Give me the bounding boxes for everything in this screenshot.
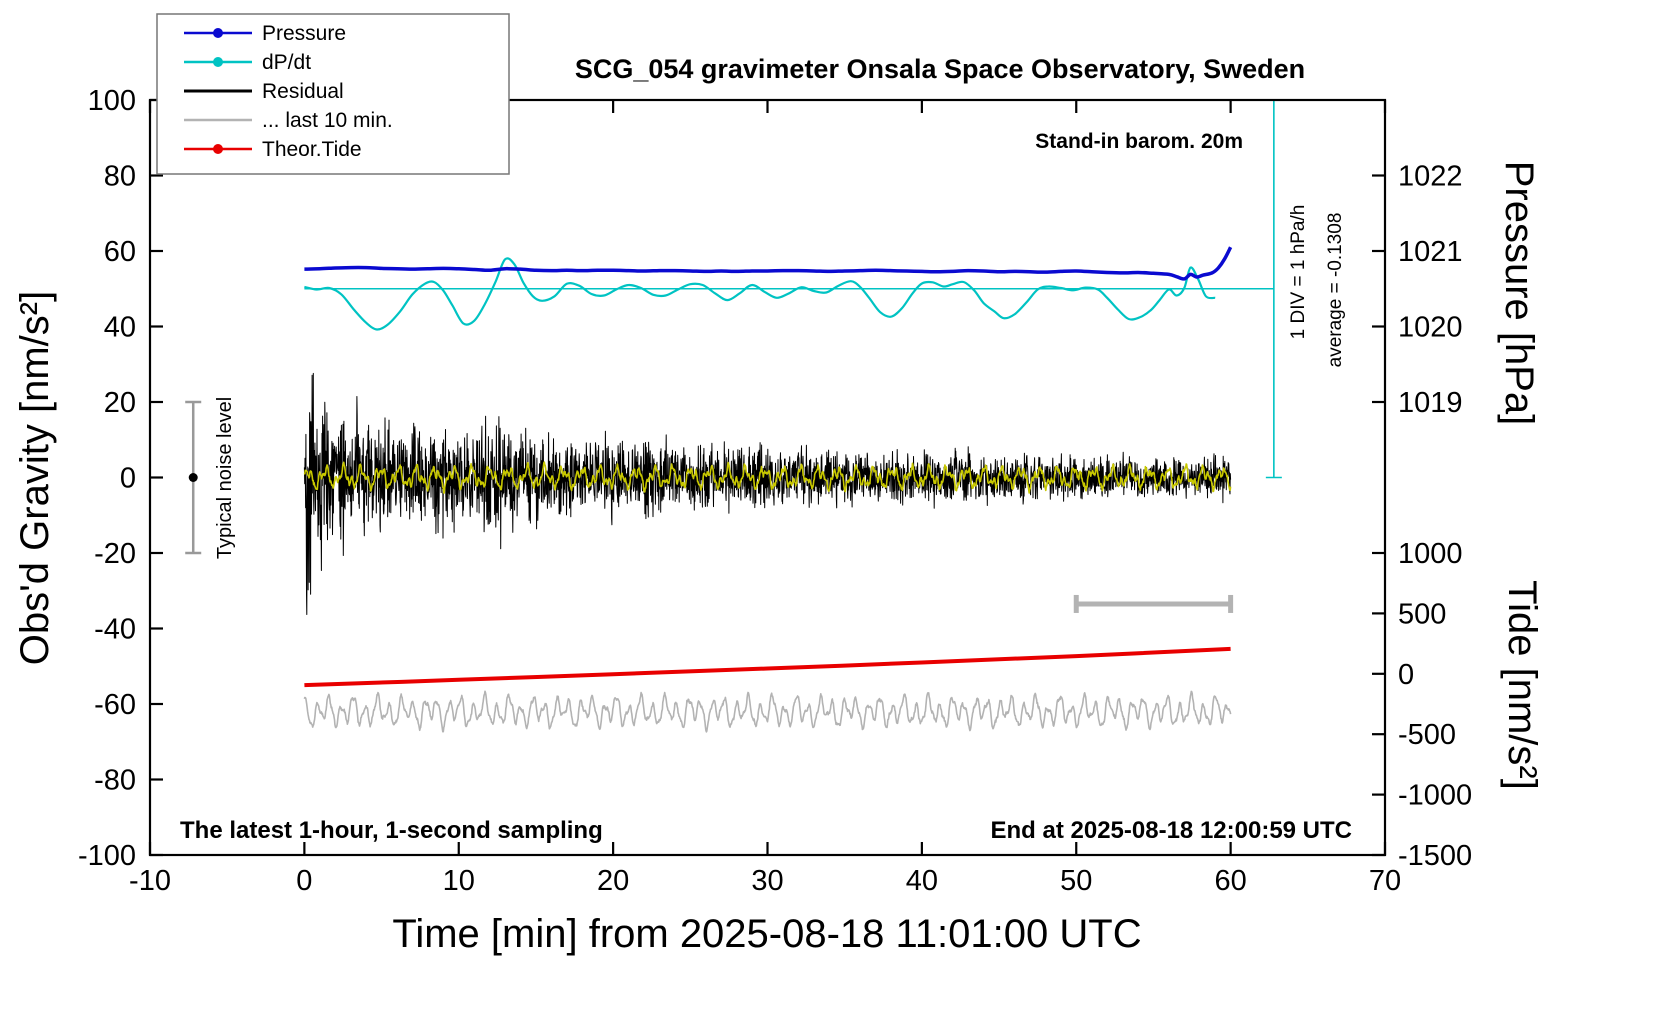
x-tick-label: 70 (1369, 865, 1401, 897)
pressure-tick-label: 1020 (1398, 312, 1463, 344)
series-residual (303, 372, 1232, 615)
pressure-tick-label: 1019 (1398, 387, 1463, 419)
x-tick-label: 60 (1214, 865, 1246, 897)
y-tick-label: -20 (94, 538, 136, 570)
series-layer (303, 246, 1233, 733)
average-annotation: average = -0.1308 (1325, 213, 1346, 368)
y-axis-label-tide: Tide [nm/s²] (1500, 580, 1544, 790)
legend-label-1: dP/dt (262, 51, 311, 74)
legend-label-2: Residual (262, 80, 344, 103)
tide-tick-label: -1500 (1398, 840, 1472, 872)
legend-label-4: Theor.Tide (262, 138, 362, 161)
tide-tick-label: -1000 (1398, 780, 1472, 812)
x-tick-label: -10 (129, 865, 171, 897)
series-residual_last_10_min (303, 690, 1232, 733)
x-tick-label: 0 (296, 865, 312, 897)
legend-label-0: Pressure (262, 22, 346, 45)
end-time-annotation: End at 2025-08-18 12:00:59 UTC (991, 817, 1353, 844)
pressure-tick-label: 1022 (1398, 161, 1463, 193)
series-theor_tide (304, 646, 1231, 688)
x-tick-label: 40 (906, 865, 938, 897)
y-tick-label: -80 (94, 765, 136, 797)
noise-level-dot (188, 473, 198, 482)
y-tick-label: -40 (94, 614, 136, 646)
legend-marker-0 (213, 28, 223, 38)
noise-level-label: Typical noise level (214, 397, 236, 559)
y-tick-label: 100 (88, 85, 136, 117)
legend-marker-4 (213, 144, 223, 154)
x-tick-label: 30 (751, 865, 783, 897)
chart-title: SCG_054 gravimeter Onsala Space Observat… (575, 54, 1305, 84)
x-axis-label: Time [min] from 2025-08-18 11:01:00 UTC (392, 912, 1141, 956)
axes-layer: -10 0 10 20 30 40 50 60 70-100-80-60-40-20020406… (78, 85, 1472, 897)
y-tick-label: 20 (104, 387, 136, 419)
y-tick-label: 80 (104, 161, 136, 193)
y-tick-label: 60 (104, 236, 136, 268)
tide-tick-label: 0 (1398, 659, 1414, 691)
pressure-tick-label: 1021 (1398, 236, 1463, 268)
barometer-annotation: Stand-in barom. 20m (1035, 130, 1243, 153)
y-axis-label-pressure: Pressure [hPa] (1497, 161, 1541, 426)
sampling-annotation: The latest 1-hour, 1-second sampling (180, 817, 603, 844)
x-tick-label: 10 (443, 865, 475, 897)
tide-tick-label: 500 (1398, 598, 1446, 630)
y-tick-label: 0 (120, 463, 136, 495)
series-residual_filtered (303, 461, 1232, 494)
series-dpdt (304, 257, 1216, 331)
legend-label-3: ... last 10 min. (262, 109, 393, 132)
y-axis-label-gravity: Obs'd Gravity [nm/s²] (13, 291, 57, 665)
y-tick-label: -100 (78, 840, 136, 872)
legend-marker-1 (213, 57, 223, 67)
x-tick-label: 50 (1060, 865, 1092, 897)
tide-tick-label: 1000 (1398, 538, 1463, 570)
reference-lines-layer (185, 99, 1282, 613)
div-scale-annotation: 1 DIV = 1 hPa/h (1288, 205, 1309, 340)
x-tick-label: 20 (597, 865, 629, 897)
legend: Pressure dP/dt Residual ... last 10 min. The… (156, 13, 510, 175)
tide-tick-label: -500 (1398, 719, 1456, 751)
series-pressure (304, 246, 1233, 281)
y-tick-label: 40 (104, 312, 136, 344)
y-tick-label: -60 (94, 689, 136, 721)
